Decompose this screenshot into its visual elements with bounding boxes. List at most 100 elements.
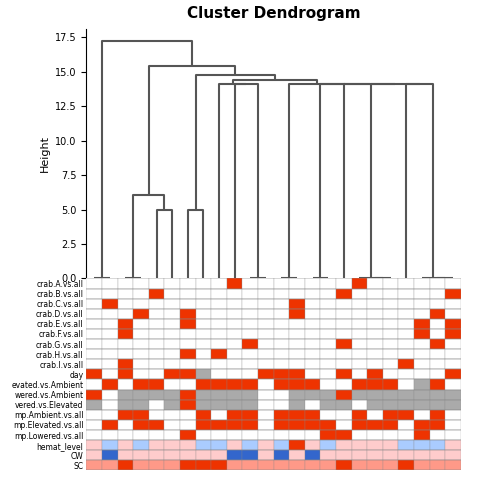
Bar bbox=[258, 390, 274, 400]
Bar bbox=[180, 440, 196, 450]
Bar bbox=[367, 309, 383, 319]
Bar bbox=[289, 400, 305, 410]
Bar bbox=[351, 329, 367, 339]
Bar bbox=[274, 278, 289, 288]
Bar bbox=[227, 288, 242, 299]
Bar bbox=[196, 288, 211, 299]
Bar bbox=[242, 359, 258, 369]
Bar bbox=[445, 450, 461, 460]
Bar bbox=[336, 329, 351, 339]
Bar bbox=[321, 390, 336, 400]
Bar bbox=[336, 309, 351, 319]
Bar bbox=[180, 460, 196, 470]
Bar bbox=[211, 329, 227, 339]
Bar bbox=[414, 369, 430, 380]
Bar bbox=[102, 369, 118, 380]
Bar bbox=[258, 420, 274, 430]
Bar bbox=[289, 278, 305, 288]
Bar bbox=[367, 430, 383, 440]
Bar bbox=[242, 460, 258, 470]
Bar bbox=[242, 450, 258, 460]
Bar bbox=[211, 460, 227, 470]
Bar bbox=[118, 450, 133, 460]
Bar bbox=[445, 349, 461, 359]
Bar bbox=[321, 450, 336, 460]
Bar bbox=[180, 369, 196, 380]
Bar bbox=[351, 430, 367, 440]
Bar bbox=[211, 349, 227, 359]
Bar bbox=[321, 420, 336, 430]
Bar bbox=[227, 430, 242, 440]
Bar bbox=[102, 329, 118, 339]
Bar bbox=[149, 450, 164, 460]
Bar bbox=[149, 460, 164, 470]
Bar bbox=[118, 309, 133, 319]
Bar bbox=[398, 390, 414, 400]
Bar bbox=[398, 299, 414, 309]
Bar bbox=[258, 460, 274, 470]
Bar bbox=[86, 450, 102, 460]
Bar bbox=[445, 440, 461, 450]
Bar bbox=[102, 288, 118, 299]
Bar bbox=[86, 329, 102, 339]
Bar bbox=[414, 410, 430, 420]
Bar bbox=[133, 339, 149, 349]
Bar bbox=[164, 329, 180, 339]
Bar bbox=[289, 369, 305, 380]
Bar bbox=[274, 460, 289, 470]
Bar bbox=[321, 329, 336, 339]
Bar bbox=[133, 410, 149, 420]
Bar bbox=[445, 390, 461, 400]
Bar bbox=[180, 380, 196, 390]
Bar bbox=[289, 299, 305, 309]
Bar bbox=[211, 369, 227, 380]
Bar bbox=[118, 430, 133, 440]
Bar bbox=[351, 339, 367, 349]
Bar bbox=[305, 319, 321, 329]
Bar bbox=[211, 410, 227, 420]
Bar bbox=[227, 400, 242, 410]
Bar bbox=[321, 380, 336, 390]
Bar bbox=[211, 390, 227, 400]
Bar bbox=[227, 369, 242, 380]
Bar bbox=[164, 380, 180, 390]
Bar bbox=[321, 410, 336, 420]
Bar bbox=[196, 420, 211, 430]
Bar bbox=[445, 359, 461, 369]
Bar bbox=[383, 299, 398, 309]
Bar bbox=[180, 329, 196, 339]
Bar bbox=[258, 349, 274, 359]
Bar bbox=[211, 420, 227, 430]
Bar bbox=[445, 299, 461, 309]
Bar bbox=[383, 369, 398, 380]
Bar bbox=[383, 420, 398, 430]
Bar bbox=[305, 369, 321, 380]
Bar bbox=[398, 359, 414, 369]
Bar bbox=[383, 288, 398, 299]
Bar bbox=[367, 390, 383, 400]
Bar bbox=[336, 390, 351, 400]
Bar bbox=[336, 460, 351, 470]
Bar bbox=[258, 400, 274, 410]
Bar bbox=[398, 450, 414, 460]
Bar bbox=[164, 430, 180, 440]
Bar bbox=[305, 288, 321, 299]
Bar bbox=[445, 400, 461, 410]
Bar bbox=[430, 369, 445, 380]
Bar bbox=[398, 339, 414, 349]
Bar bbox=[274, 420, 289, 430]
Bar bbox=[180, 410, 196, 420]
Bar bbox=[149, 288, 164, 299]
Bar bbox=[367, 380, 383, 390]
Bar bbox=[430, 309, 445, 319]
Bar bbox=[430, 288, 445, 299]
Bar bbox=[227, 380, 242, 390]
Bar bbox=[180, 430, 196, 440]
Bar bbox=[180, 390, 196, 400]
Bar bbox=[149, 319, 164, 329]
Bar bbox=[211, 288, 227, 299]
Bar bbox=[321, 309, 336, 319]
Bar bbox=[383, 380, 398, 390]
Bar bbox=[133, 380, 149, 390]
Bar bbox=[274, 440, 289, 450]
